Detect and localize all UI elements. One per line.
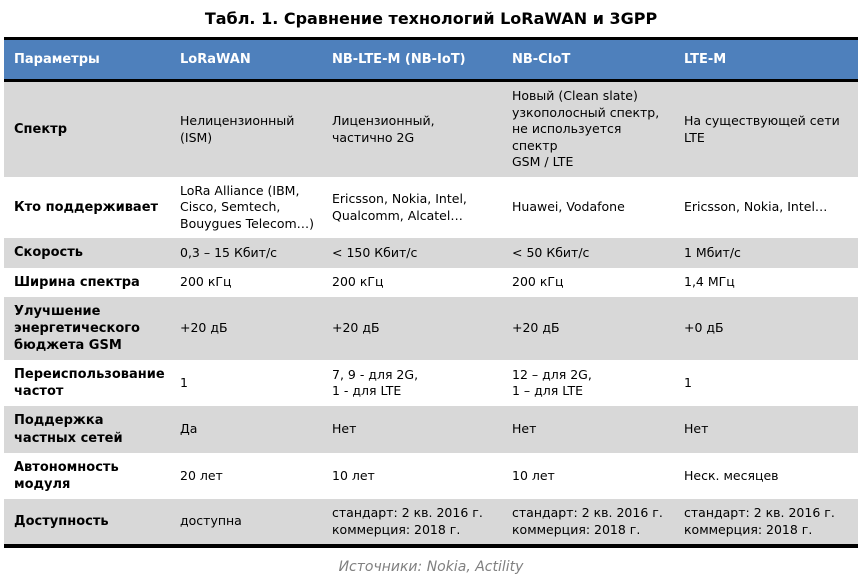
table-cell: 0,3 – 15 Кбит/с <box>180 244 278 260</box>
table-cell: 1 <box>684 375 692 391</box>
table-cell: 1 Мбит/с <box>684 244 741 260</box>
table-cell: Да <box>180 421 198 437</box>
table-row: Спектр Нелицензионный (ISM) Лицензионный… <box>4 80 858 177</box>
table-cell: +20 дБ <box>332 320 380 336</box>
table-cell: +20 дБ <box>180 320 228 336</box>
table-cell: +0 дБ <box>684 320 724 336</box>
table-cell: стандарт: 2 кв. 2016 г. коммерция: 2018 … <box>684 505 835 537</box>
table-cell: 1,4 МГц <box>684 273 735 289</box>
table-title: Табл. 1. Сравнение технологий LoRaWAN и … <box>204 9 658 28</box>
table-cell: Huawei, Vodafone <box>512 199 625 215</box>
sources-caption: Источники: Nokia, Actility <box>338 559 524 575</box>
table-cell: 200 кГц <box>180 273 232 289</box>
table-row: Автономность модуля 20 лет 10 лет 10 лет… <box>4 452 858 500</box>
table-cell: Новый (Clean slate) узкополосный спектр,… <box>512 88 660 170</box>
table-row: Поддержка частных сетей Да Нет Нет Нет <box>4 406 858 453</box>
table-cell: Неск. месяцев <box>684 467 779 483</box>
table-cell: 200 кГц <box>512 273 564 289</box>
row-param-label: Улучшение энергетического бюджета GSM <box>14 303 140 354</box>
table-cell: < 50 Кбит/с <box>512 244 590 260</box>
row-param-label: Скорость <box>14 245 83 261</box>
column-header-parameters: Параметры <box>4 38 170 83</box>
table-cell: 10 лет <box>332 467 375 483</box>
table-cell: На существующей сети LTE <box>684 113 840 145</box>
column-header-nb-lte-m: NB-LTE-M (NB-IoT) <box>322 38 502 83</box>
row-param-label: Кто поддерживает <box>14 200 159 216</box>
table-row: Кто поддерживает LoRa Alliance (IBM, Cis… <box>4 176 858 239</box>
table-cell: 1 <box>180 375 188 391</box>
table-cell: 20 лет <box>180 467 223 483</box>
table-cell: LoRa Alliance (IBM, Cisco, Semtech, Bouy… <box>180 182 315 231</box>
table-cell: 10 лет <box>512 467 555 483</box>
header-row: Параметры LoRaWAN NB-LTE-M (NB-IoT) NB-C… <box>4 38 858 83</box>
table-cell: Ericsson, Nokia, Intel… <box>684 199 828 215</box>
table-cell: Нет <box>332 421 357 437</box>
table-row: Доступность доступна стандарт: 2 кв. 201… <box>4 499 858 547</box>
row-param-label: Доступность <box>14 514 109 530</box>
row-param-label: Поддержка частных сетей <box>14 413 123 446</box>
table-body: Спектр Нелицензионный (ISM) Лицензионный… <box>4 80 858 547</box>
table-cell: Нелицензионный (ISM) <box>180 113 295 145</box>
row-param-label: Ширина спектра <box>14 274 140 290</box>
table-cell: < 150 Кбит/с <box>332 244 418 260</box>
table-header: Параметры LoRaWAN NB-LTE-M (NB-IoT) NB-C… <box>4 38 858 83</box>
table-cell: +20 дБ <box>512 320 560 336</box>
comparison-table: Параметры LoRaWAN NB-LTE-M (NB-IoT) NB-C… <box>4 36 858 549</box>
table-row: Улучшение энергетического бюджета GSM +2… <box>4 296 858 361</box>
row-param-label: Переиспользование частот <box>14 367 165 400</box>
table-cell: стандарт: 2 кв. 2016 г. коммерция: 2018 … <box>332 505 483 537</box>
row-param-label: Спектр <box>14 122 68 138</box>
table-row: Скорость 0,3 – 15 Кбит/с < 150 Кбит/с < … <box>4 238 858 268</box>
table-cell: 12 – для 2G, 1 – для LTE <box>512 366 592 399</box>
table-cell: Ericsson, Nokia, Intel, Qualcomm, Alcate… <box>332 191 467 223</box>
column-header-lte-m: LTE-M <box>674 38 858 83</box>
table-cell: 200 кГц <box>332 273 384 289</box>
table-cell: Нет <box>512 421 537 437</box>
column-header-nb-ciot: NB-CIoT <box>502 38 674 83</box>
table-row: Ширина спектра 200 кГц 200 кГц 200 кГц 1… <box>4 267 858 297</box>
table-cell: 7, 9 - для 2G, 1 - для LTE <box>332 366 419 399</box>
table-cell: Нет <box>684 421 709 437</box>
table-cell: Лицензионный, частично 2G <box>332 113 435 145</box>
column-header-lorawan: LoRaWAN <box>170 38 322 83</box>
table-cell: стандарт: 2 кв. 2016 г. коммерция: 2018 … <box>512 505 663 537</box>
table-cell: доступна <box>180 513 242 529</box>
row-param-label: Автономность модуля <box>14 459 119 492</box>
table-row: Переиспользование частот 1 7, 9 - для 2G… <box>4 360 858 407</box>
